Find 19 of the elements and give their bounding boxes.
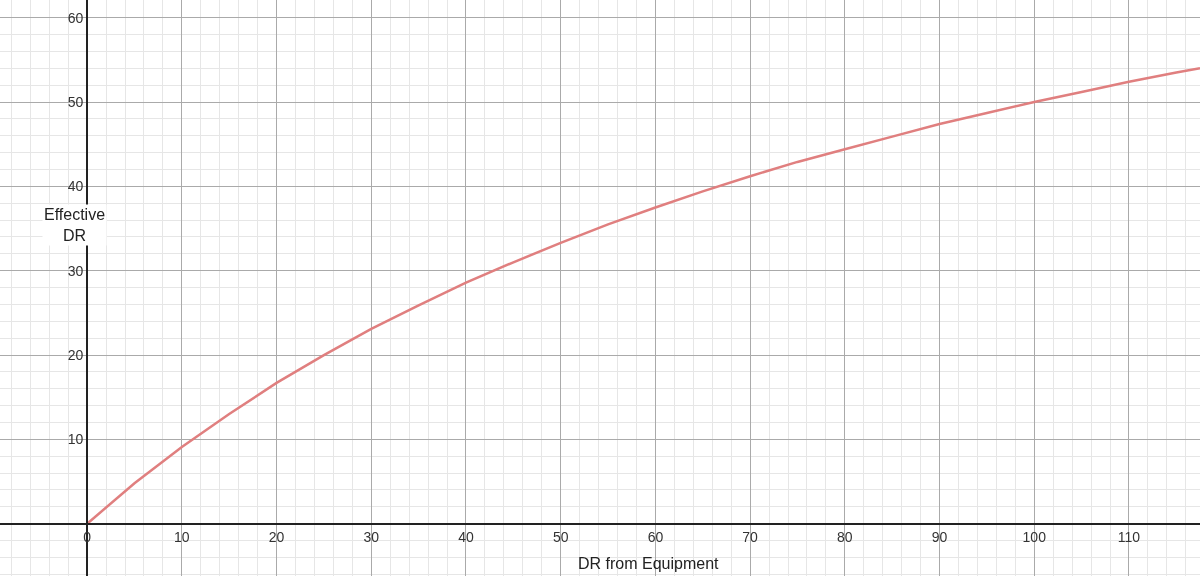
x-tick-label: 20	[268, 528, 285, 545]
x-tick-label: 110	[1117, 528, 1141, 545]
x-tick-label: 70	[742, 528, 759, 545]
y-tick-label: 40	[67, 178, 84, 195]
x-tick-label: 60	[647, 528, 664, 545]
y-tick-label: 30	[67, 262, 84, 279]
y-tick-label: 10	[67, 431, 84, 448]
x-tick-label: 40	[458, 528, 474, 545]
x-axis-title: DR from Equipment	[578, 555, 720, 572]
x-tick-label: 10	[174, 528, 190, 545]
x-tick-label: 80	[837, 528, 853, 545]
y-tick-label: 50	[67, 93, 84, 110]
x-tick-label: 90	[931, 528, 948, 545]
x-tick-label: 30	[363, 528, 380, 545]
y-tick-label: 20	[67, 346, 84, 363]
y-tick-label: 60	[67, 9, 84, 26]
x-tick-label: 100	[1022, 528, 1047, 545]
x-tick-label: 50	[552, 528, 569, 545]
y-axis-title: Effective DR	[44, 206, 106, 244]
